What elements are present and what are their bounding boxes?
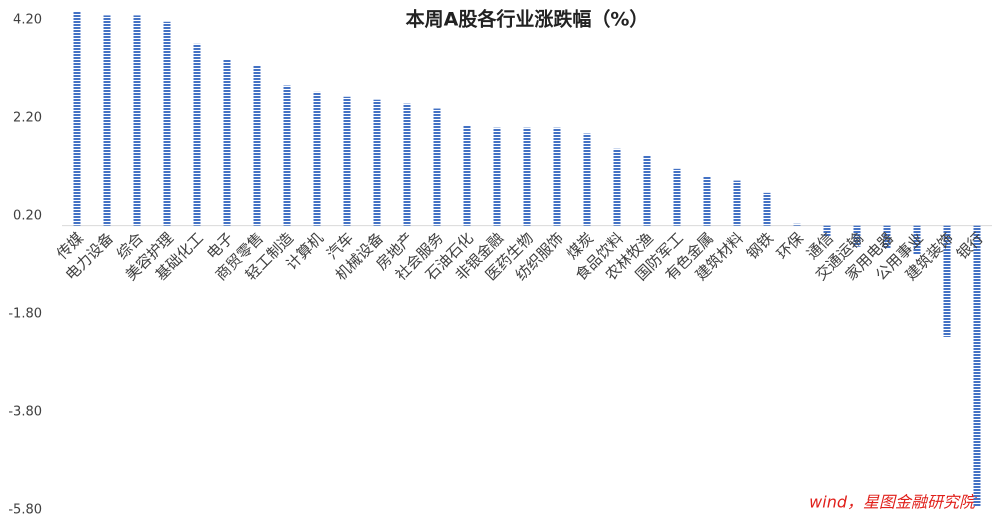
bar [553, 127, 561, 226]
y-tick-label: 2.20 [13, 110, 42, 125]
bar [313, 91, 321, 226]
x-tick-label: 环保 [773, 229, 807, 263]
y-tick-label: -1.80 [8, 306, 42, 321]
bar [733, 180, 741, 226]
bar [193, 43, 201, 226]
bar [883, 225, 891, 249]
bar [253, 65, 261, 226]
bar [463, 125, 471, 226]
bar [793, 223, 801, 226]
y-tick-label: -3.80 [8, 404, 42, 419]
bar [763, 192, 771, 226]
bar [523, 127, 531, 226]
bar [703, 176, 711, 226]
bar [283, 85, 291, 226]
bar [73, 11, 81, 226]
bar [673, 168, 681, 226]
bar [343, 96, 351, 226]
bar [133, 15, 141, 226]
y-tick-label: 4.20 [13, 12, 42, 27]
x-tick-label: 银行 [953, 229, 987, 263]
bar [913, 225, 921, 255]
bar [823, 225, 831, 237]
bar [433, 108, 441, 226]
bar [973, 225, 981, 507]
x-tick-label: 钢铁 [743, 229, 777, 263]
y-tick-label: 0.20 [13, 208, 42, 223]
chart-title: 本周A股各行业涨跌幅（%） [406, 8, 649, 31]
y-tick-label: -5.80 [8, 503, 42, 517]
bar [613, 148, 621, 226]
bar [583, 133, 591, 226]
bar [373, 99, 381, 226]
bar [103, 15, 111, 226]
bar [643, 155, 651, 226]
bar [403, 103, 411, 226]
source: wind，星图金融研究院 [809, 493, 978, 512]
bar [163, 21, 171, 226]
bar [853, 225, 861, 247]
bar [493, 127, 501, 226]
bar [943, 225, 951, 337]
bar [223, 59, 231, 226]
